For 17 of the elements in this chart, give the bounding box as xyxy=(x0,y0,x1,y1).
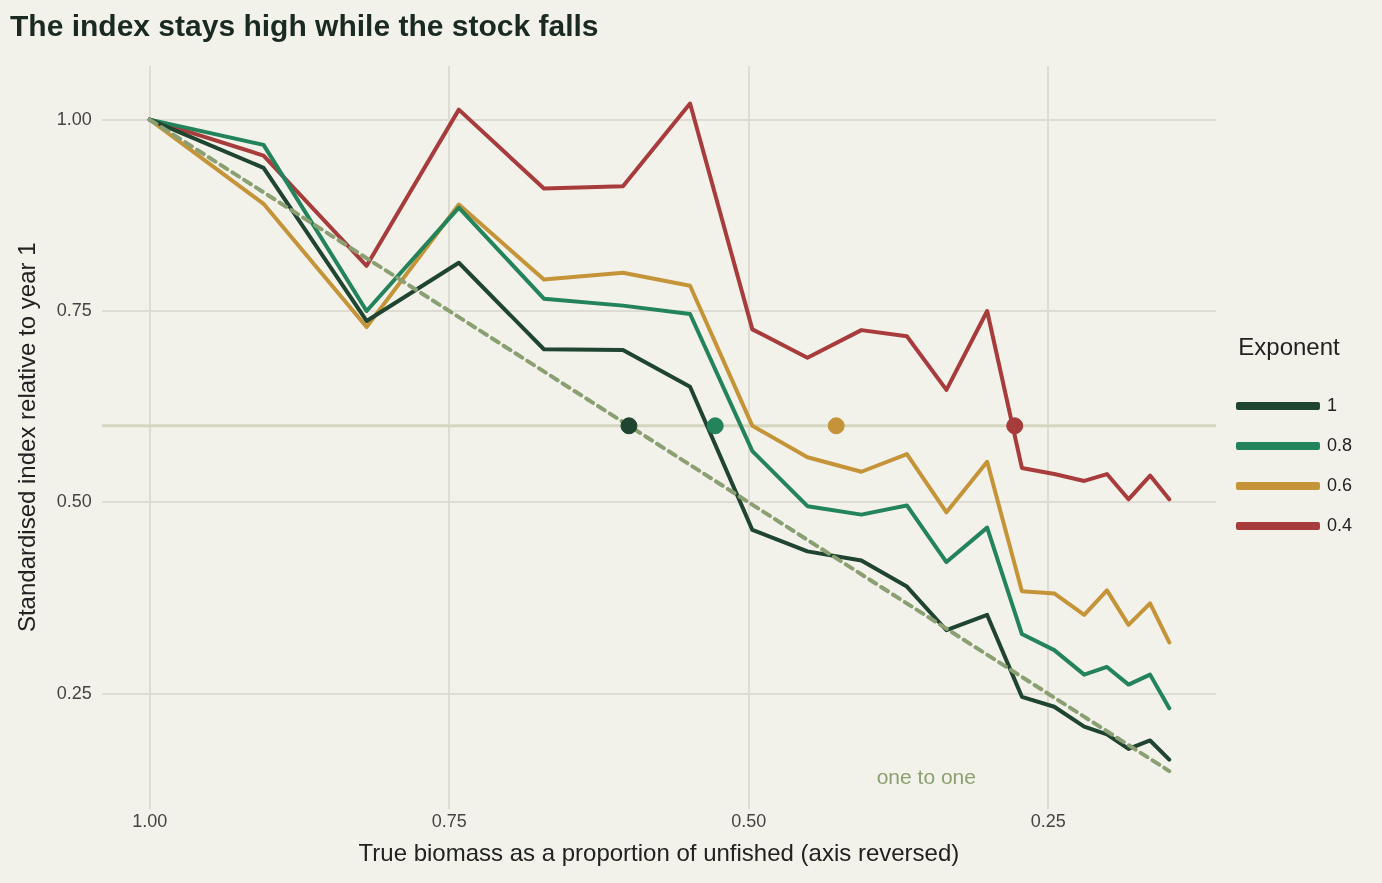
x-tick-label: 0.25 xyxy=(1030,811,1066,832)
chart-title: The index stays high while the stock falls xyxy=(10,9,599,43)
legend-label: 1 xyxy=(1326,394,1337,415)
y-tick-label: 1.00 xyxy=(56,108,92,129)
x-tick-label: 0.75 xyxy=(431,811,467,832)
x-tick-label: 0.50 xyxy=(731,811,767,832)
legend-title: Exponent xyxy=(1238,332,1341,360)
legend-label: 0.6 xyxy=(1326,474,1353,495)
y-tick-label: 0.25 xyxy=(56,682,92,703)
legend-label: 0.4 xyxy=(1326,514,1353,535)
x-axis-title: True biomass as a proportion of unfished (axis reversed) xyxy=(358,839,960,867)
annotation: one to one xyxy=(876,765,976,789)
y-tick-label: 0.75 xyxy=(56,299,92,320)
y-tick-label: 0.50 xyxy=(56,491,92,512)
legend-label: 0.8 xyxy=(1326,434,1353,455)
x-tick-label: 1.00 xyxy=(132,811,168,832)
y-axis-title: Standardised index relative to year 1 xyxy=(13,242,41,633)
